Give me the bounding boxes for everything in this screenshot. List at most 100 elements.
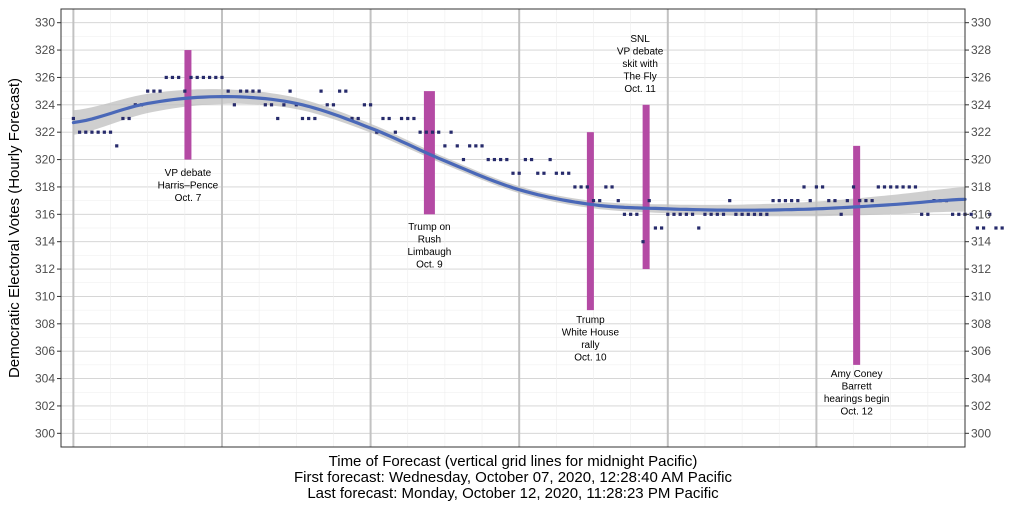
forecast-point	[573, 185, 577, 189]
forecast-point	[257, 89, 261, 93]
y-tick-label-left: 316	[35, 207, 55, 221]
event-label-line: White House	[562, 328, 620, 339]
forecast-point	[796, 199, 800, 203]
forecast-point	[629, 212, 633, 216]
forecast-point	[988, 212, 992, 216]
forecast-point	[362, 103, 366, 107]
forecast-point	[746, 212, 750, 216]
forecast-point	[814, 185, 818, 189]
y-tick-label-left: 322	[35, 125, 55, 139]
y-tick-label-right: 326	[971, 70, 991, 84]
forecast-point	[783, 199, 788, 203]
forecast-point	[721, 212, 726, 216]
y-tick-label-left: 312	[35, 262, 55, 276]
y-tick-label-right: 314	[971, 235, 991, 249]
forecast-point	[567, 171, 571, 175]
forecast-point	[598, 199, 602, 203]
y-tick-label-left: 320	[35, 153, 55, 167]
forecast-point	[387, 116, 391, 121]
y-tick-label-left: 318	[35, 180, 55, 194]
event-label-line: SNL	[630, 34, 650, 45]
forecast-point	[660, 226, 664, 230]
panel-border	[60, 8, 966, 448]
forecast-point	[505, 157, 509, 162]
forecast-point	[71, 116, 75, 121]
forecast-point	[288, 89, 292, 93]
forecast-point	[201, 75, 206, 80]
forecast-point	[622, 212, 627, 216]
forecast-point	[752, 212, 757, 216]
forecast-point	[251, 89, 255, 93]
event-label-line: VP debate	[617, 47, 664, 58]
forecast-point	[338, 89, 342, 93]
forecast-point	[238, 89, 243, 93]
forecast-point	[913, 185, 918, 189]
event-label-line: Rush	[418, 235, 441, 246]
forecast-point	[220, 75, 224, 80]
forecast-point	[461, 157, 466, 162]
forecast-point	[833, 199, 837, 203]
forecast-point	[808, 199, 812, 203]
forecast-point	[647, 199, 651, 203]
event-label-line: Oct. 12	[841, 407, 874, 418]
y-tick-label-left: 326	[35, 70, 55, 84]
forecast-point	[90, 130, 94, 134]
forecast-point	[895, 185, 899, 189]
forecast-point	[864, 199, 868, 203]
y-tick-label-right: 302	[971, 399, 991, 413]
forecast-point	[827, 199, 831, 203]
forecast-point	[480, 144, 484, 148]
forecast-point	[703, 212, 707, 216]
event-label-line: Amy Coney	[831, 369, 883, 380]
axis-titles: Democratic Electoral Votes (Hourly Forec…	[6, 78, 732, 502]
forecast-point	[802, 185, 806, 189]
forecast-point	[591, 199, 596, 203]
forecast-point	[882, 185, 887, 189]
forecast-point	[121, 116, 125, 121]
event-label-line: Oct. 11	[624, 84, 656, 95]
forecast-point	[684, 212, 688, 216]
forecast-point	[554, 171, 558, 175]
event-label-line: Harris–Pence	[158, 181, 219, 192]
forecast-point	[641, 240, 645, 244]
forecast-point	[146, 89, 150, 93]
forecast-point	[356, 116, 360, 121]
forecast-point	[926, 212, 930, 216]
forecast-point	[325, 103, 329, 107]
y-tick-label-right: 306	[971, 344, 991, 358]
forecast-point	[170, 75, 175, 80]
forecast-point	[195, 75, 199, 80]
forecast-point	[820, 185, 825, 189]
forecast-point	[468, 144, 472, 148]
forecast-point	[517, 171, 521, 175]
forecast-point	[523, 157, 527, 162]
forecast-point	[907, 185, 911, 189]
event-label-line: VP debate	[165, 168, 212, 179]
forecast-point	[300, 116, 305, 121]
forecast-point	[269, 103, 274, 107]
forecast-point	[765, 212, 769, 216]
hourly-points	[71, 75, 1004, 244]
y-tick-label-left: 308	[35, 317, 55, 331]
forecast-point	[232, 103, 236, 107]
forecast-point	[610, 185, 614, 189]
forecast-point	[102, 130, 106, 134]
forecast-point	[183, 89, 187, 93]
last-forecast-label: Last forecast: Monday, October 12, 2020,…	[307, 485, 719, 502]
y-tick-label-right: 308	[971, 317, 991, 331]
y-tick-label-left: 314	[35, 235, 55, 249]
y-tick-label-right: 304	[971, 372, 991, 386]
y-tick-label-right: 320	[971, 153, 991, 167]
event-label-line: Oct. 10	[574, 353, 607, 364]
forecast-point	[653, 226, 658, 230]
y-tick-label-right: 324	[971, 98, 991, 112]
forecast-point	[189, 75, 193, 80]
forecast-point	[951, 212, 955, 216]
forecast-point	[307, 116, 311, 121]
y-tick-label-left: 302	[35, 399, 55, 413]
forecast-point	[585, 185, 589, 189]
grid	[61, 8, 966, 447]
forecast-point	[604, 185, 608, 189]
forecast-point	[889, 185, 893, 189]
